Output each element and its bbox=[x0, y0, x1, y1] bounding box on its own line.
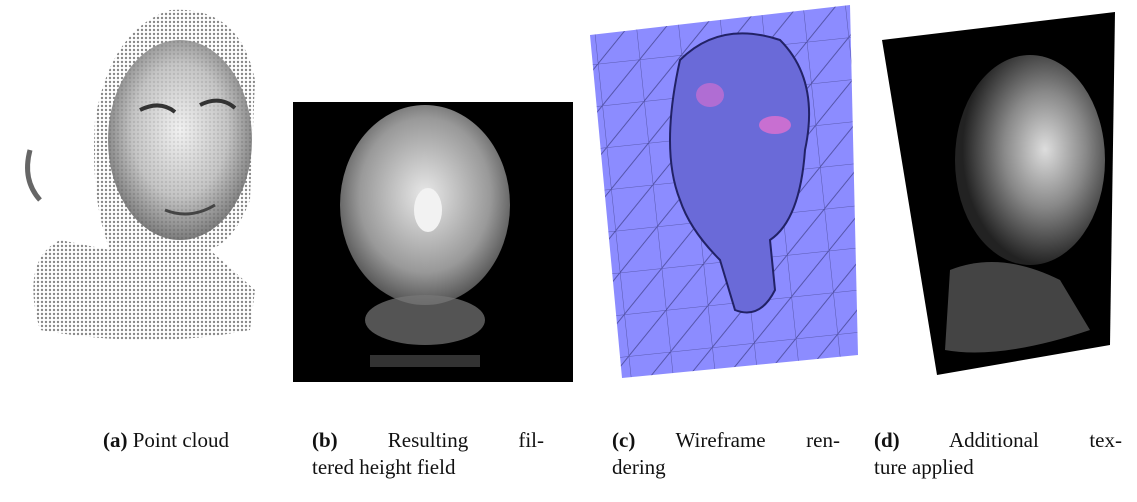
caption-line: (a) Point cloud bbox=[103, 417, 229, 464]
figure: (a) Point cloud (b) Resulting fil- tered… bbox=[0, 0, 1137, 502]
point-cloud-image bbox=[28, 10, 255, 340]
caption-text: dering bbox=[612, 455, 666, 479]
textured-image bbox=[882, 12, 1115, 375]
caption-text: Wireframe ren- bbox=[676, 428, 840, 452]
caption: (d) Additional tex- ture applied bbox=[874, 417, 1122, 491]
caption: (a) Point cloud bbox=[103, 417, 229, 464]
caption: (c) Wireframe ren- dering bbox=[612, 417, 840, 491]
caption-label: (a) bbox=[103, 428, 128, 452]
caption: (b) Resulting fil- tered height field bbox=[312, 417, 544, 491]
figure-images bbox=[0, 0, 1137, 400]
caption-text: Point cloud bbox=[133, 428, 229, 452]
height-field-image bbox=[293, 102, 573, 382]
caption-text: Additional tex- bbox=[949, 428, 1122, 452]
wireframe-image bbox=[580, 0, 870, 390]
caption-text: tered height field bbox=[312, 455, 455, 479]
caption-text: ture applied bbox=[874, 455, 974, 479]
